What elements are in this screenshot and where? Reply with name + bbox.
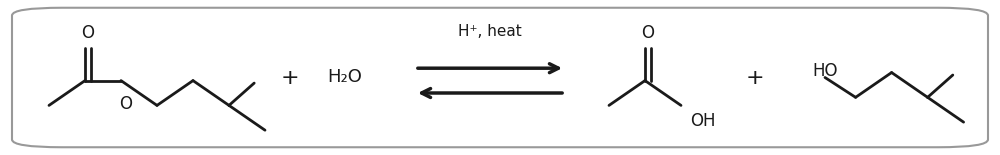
Text: OH: OH xyxy=(690,112,716,130)
Text: O: O xyxy=(82,24,95,42)
Text: H⁺, heat: H⁺, heat xyxy=(458,24,522,38)
Text: +: + xyxy=(746,67,764,88)
FancyBboxPatch shape xyxy=(12,8,988,147)
Text: O: O xyxy=(120,95,132,113)
Text: O: O xyxy=(642,24,654,42)
Text: HO: HO xyxy=(812,62,838,80)
Text: +: + xyxy=(281,67,299,88)
Text: H₂O: H₂O xyxy=(328,69,362,86)
